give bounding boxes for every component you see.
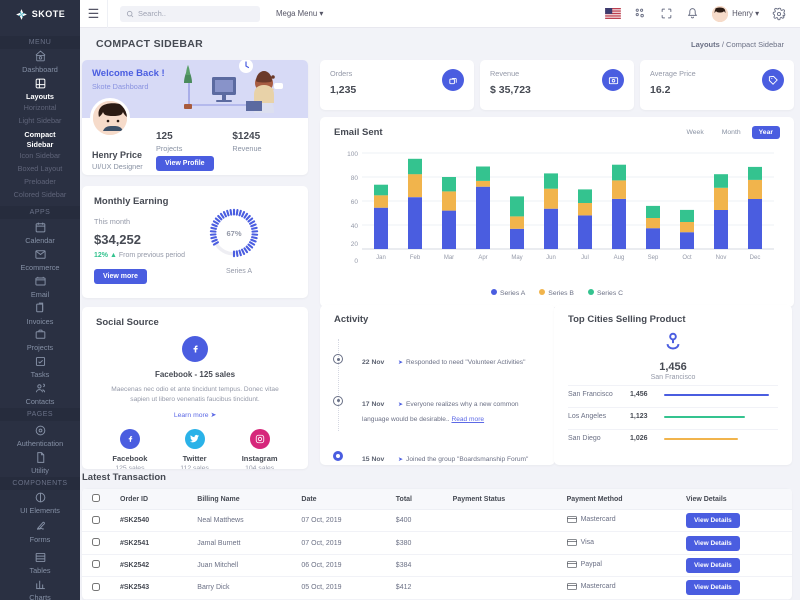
svg-text:67%: 67%: [226, 229, 241, 238]
svg-text:80: 80: [351, 175, 359, 182]
svg-text:60: 60: [351, 199, 359, 206]
svg-text:Aug: Aug: [614, 255, 625, 261]
svg-text:40: 40: [351, 223, 359, 230]
svg-text:Jun: Jun: [546, 255, 556, 261]
svg-text:0: 0: [354, 258, 358, 265]
svg-text:Jul: Jul: [581, 255, 589, 261]
svg-text:Feb: Feb: [410, 255, 421, 261]
svg-text:20: 20: [351, 241, 359, 248]
svg-text:Apr: Apr: [478, 255, 487, 261]
svg-text:100: 100: [347, 151, 358, 158]
svg-text:Sep: Sep: [648, 255, 659, 261]
svg-text:Mar: Mar: [444, 255, 454, 261]
svg-text:May: May: [511, 255, 522, 261]
svg-text:Jan: Jan: [376, 255, 386, 261]
svg-text:Dec: Dec: [750, 255, 761, 261]
svg-text:Oct: Oct: [682, 255, 692, 261]
svg-text:Nov: Nov: [716, 255, 727, 261]
